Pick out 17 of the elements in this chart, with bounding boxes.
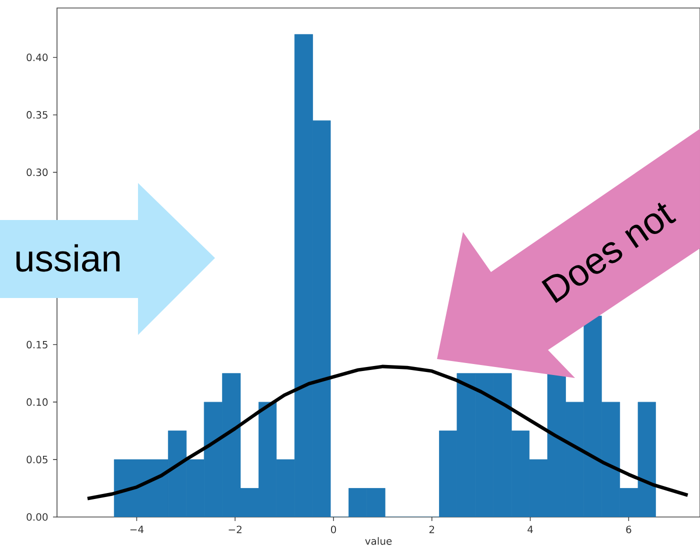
x-tick-label: −2 <box>228 526 242 534</box>
y-tick-label: 0.30 <box>26 168 48 176</box>
y-tick-label: 0.40 <box>26 54 48 62</box>
annotation: Does not <box>542 202 676 303</box>
x-tick-label: 6 <box>626 526 632 534</box>
x-tick-label: 0 <box>330 526 336 534</box>
y-tick-label: 0.05 <box>26 456 48 464</box>
x-tick-label: 4 <box>528 526 533 533</box>
y-tick-label: 0.35 <box>26 111 48 119</box>
annotation: ussian <box>16 244 120 272</box>
y-tick-label: 0.15 <box>26 340 48 348</box>
x-tick-label: −4 <box>130 526 144 533</box>
y-tick-label: 0.10 <box>26 398 48 406</box>
line-series <box>86 364 690 500</box>
y-tick-label: 0.00 <box>26 513 48 521</box>
x-axis-title: value <box>365 537 392 545</box>
x-tick-label: 2 <box>429 526 434 534</box>
